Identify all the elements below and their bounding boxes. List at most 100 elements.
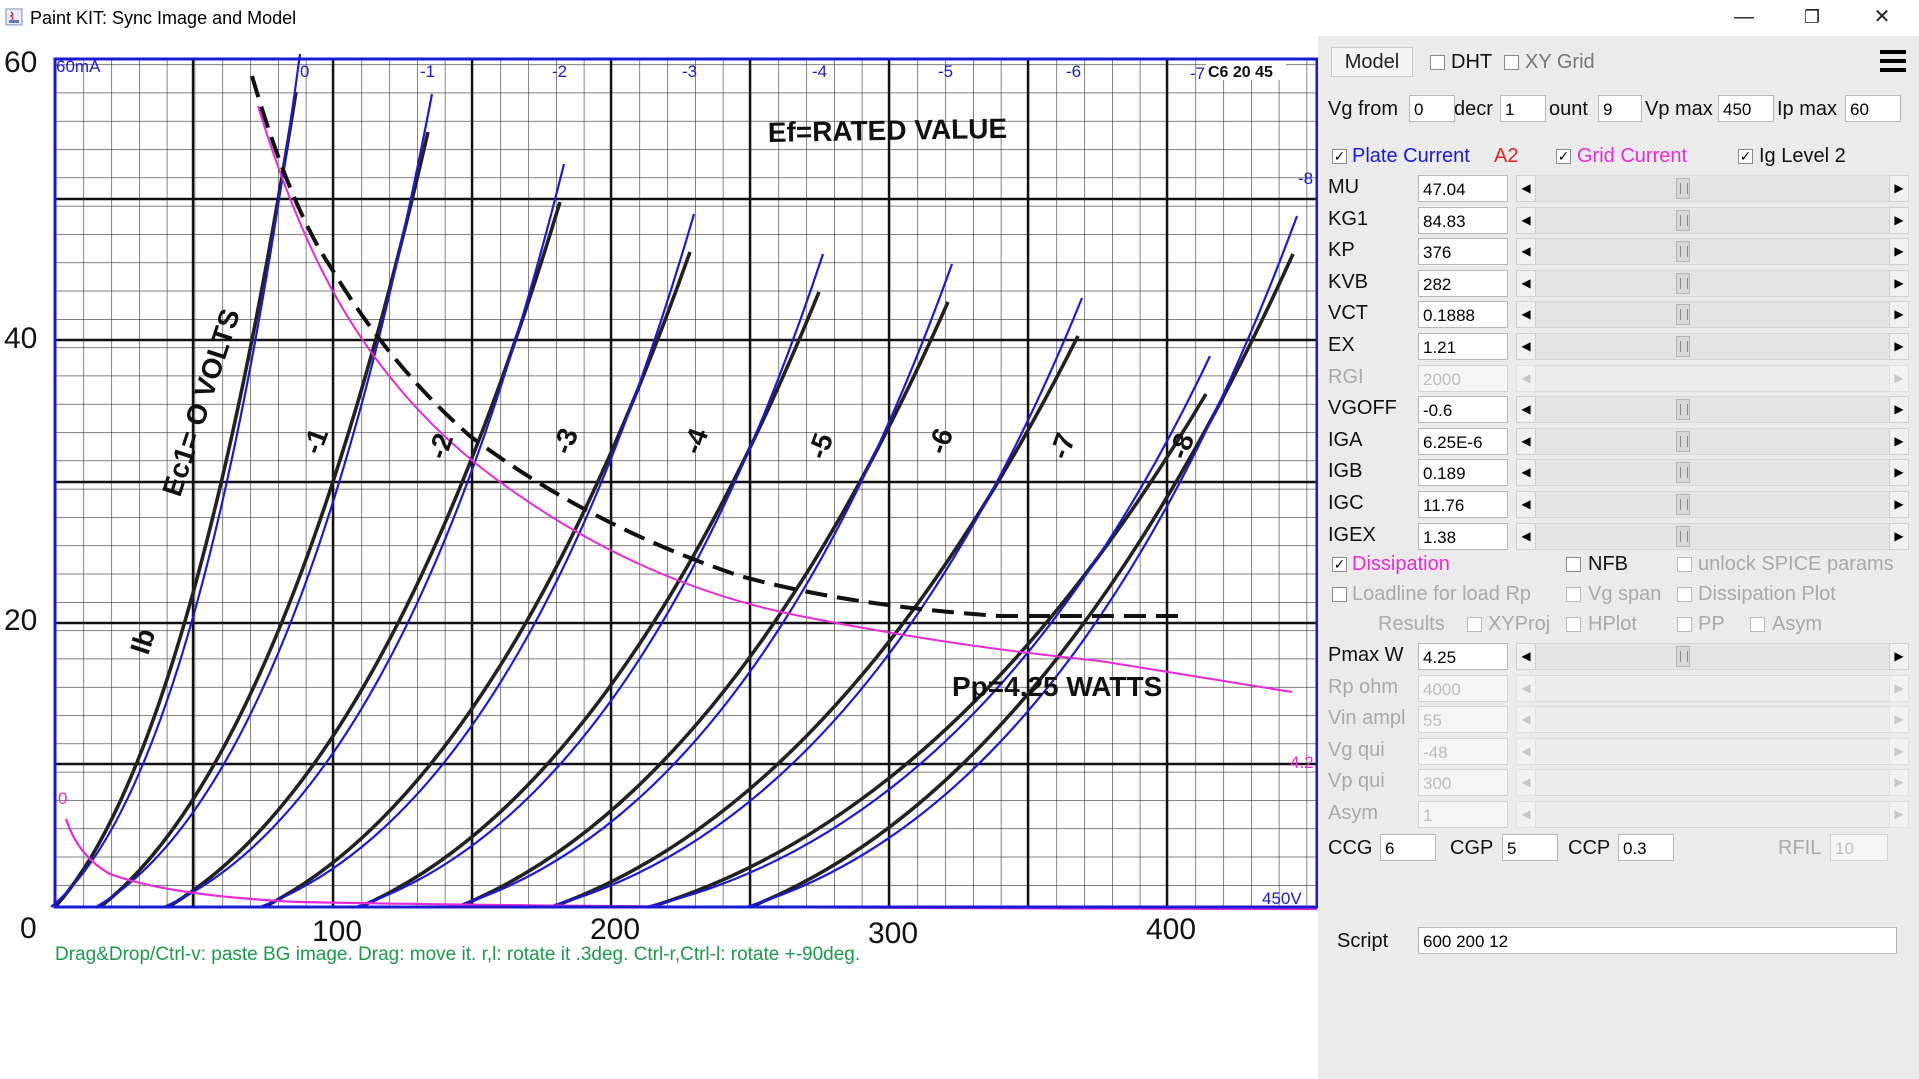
slider-track[interactable] [1536, 301, 1889, 329]
slider-left-arrow-icon[interactable]: ◀ [1516, 364, 1536, 392]
slider-left-arrow-icon[interactable]: ◀ [1516, 333, 1536, 360]
slider-thumb[interactable] [1676, 462, 1690, 484]
vg-span-checkbox[interactable] [1566, 587, 1581, 602]
slider-left-arrow-icon[interactable]: ◀ [1516, 674, 1536, 702]
results-button[interactable]: Results [1378, 613, 1445, 635]
param-ex-field[interactable]: 1.21 [1418, 333, 1508, 360]
param-rgi-field[interactable]: 2000 [1418, 364, 1508, 392]
asym-checkbox[interactable] [1750, 617, 1765, 632]
param-vin-ampl-slider[interactable]: ◀ ▶ [1516, 706, 1909, 734]
param-vp-qui-field[interactable]: 300 [1418, 769, 1508, 797]
count-field[interactable]: 9 [1598, 95, 1642, 122]
ip-max-field[interactable]: 60 [1845, 95, 1901, 122]
ig-level-checkbox[interactable]: ✓ [1738, 148, 1753, 164]
slider-right-arrow-icon[interactable]: ▶ [1889, 175, 1909, 202]
plot-canvas[interactable]: Ef=RATED VALUE Ec1= O VOLTS Ib Pp=4.25 W… [0, 36, 1318, 1079]
param-vg-qui-field[interactable]: -48 [1418, 737, 1508, 765]
ccp-field[interactable]: 0.3 [1618, 834, 1674, 861]
slider-left-arrow-icon[interactable]: ◀ [1516, 643, 1536, 670]
restore-button[interactable]: ❐ [1803, 7, 1821, 27]
slider-track[interactable] [1536, 206, 1889, 234]
vg-from-field[interactable]: 0 [1409, 95, 1455, 122]
slider-thumb[interactable] [1676, 241, 1690, 263]
script-field[interactable]: 600 200 12 [1418, 927, 1897, 954]
slider-left-arrow-icon[interactable]: ◀ [1516, 301, 1536, 329]
param-vg-qui-slider[interactable]: ◀ ▶ [1516, 737, 1909, 765]
slider-thumb[interactable] [1676, 304, 1690, 326]
slider-right-arrow-icon[interactable]: ▶ [1889, 674, 1909, 702]
slider-thumb[interactable] [1676, 336, 1690, 357]
slider-right-arrow-icon[interactable]: ▶ [1889, 706, 1909, 734]
slider-left-arrow-icon[interactable]: ◀ [1516, 269, 1536, 297]
slider-left-arrow-icon[interactable]: ◀ [1516, 206, 1536, 234]
decr-field[interactable]: 1 [1500, 95, 1546, 122]
slider-thumb[interactable] [1676, 399, 1690, 421]
param-vin-ampl-field[interactable]: 55 [1418, 706, 1508, 734]
pp-checkbox[interactable] [1677, 617, 1692, 632]
param-igc-slider[interactable]: ◀ ▶ [1516, 491, 1909, 518]
slider-left-arrow-icon[interactable]: ◀ [1516, 706, 1536, 734]
param-vp-qui-slider[interactable]: ◀ ▶ [1516, 769, 1909, 797]
slider-thumb[interactable] [1676, 525, 1690, 547]
slider-right-arrow-icon[interactable]: ▶ [1889, 459, 1909, 487]
slider-track[interactable] [1536, 364, 1889, 392]
param-asym-field[interactable]: 1 [1418, 801, 1508, 828]
param-kvb-slider[interactable]: ◀ ▶ [1516, 269, 1909, 297]
unlock-spice-checkbox[interactable] [1677, 557, 1692, 572]
slider-right-arrow-icon[interactable]: ▶ [1889, 364, 1909, 392]
param-igex-field[interactable]: 1.38 [1418, 522, 1508, 550]
param-kg1-slider[interactable]: ◀ ▶ [1516, 206, 1909, 234]
param-rp-ohm-slider[interactable]: ◀ ▶ [1516, 674, 1909, 702]
param-rp-ohm-field[interactable]: 4000 [1418, 674, 1508, 702]
slider-left-arrow-icon[interactable]: ◀ [1516, 396, 1536, 424]
param-pmax-w-field[interactable]: 4.25 [1418, 643, 1508, 670]
slider-thumb[interactable] [1676, 178, 1690, 199]
grid-current-checkbox[interactable]: ✓ [1556, 148, 1571, 164]
slider-track[interactable] [1536, 643, 1889, 670]
slider-left-arrow-icon[interactable]: ◀ [1516, 238, 1536, 266]
param-kg1-field[interactable]: 84.83 [1418, 206, 1508, 234]
param-vct-slider[interactable]: ◀ ▶ [1516, 301, 1909, 329]
param-kvb-field[interactable]: 282 [1418, 269, 1508, 297]
param-iga-field[interactable]: 6.25E-6 [1418, 427, 1508, 455]
dissipation-plot-checkbox[interactable] [1677, 587, 1692, 602]
param-rgi-slider[interactable]: ◀ ▶ [1516, 364, 1909, 392]
slider-track[interactable] [1536, 269, 1889, 297]
nfb-checkbox[interactable] [1566, 557, 1581, 572]
close-button[interactable]: ✕ [1873, 6, 1891, 28]
ccg-field[interactable]: 6 [1380, 834, 1436, 861]
xy-grid-checkbox[interactable] [1504, 55, 1519, 70]
param-mu-slider[interactable]: ◀ ▶ [1516, 175, 1909, 202]
param-vct-field[interactable]: 0.1888 [1418, 301, 1508, 329]
slider-track[interactable] [1536, 459, 1889, 487]
plate-current-checkbox[interactable]: ✓ [1332, 148, 1347, 164]
cgp-field[interactable]: 5 [1502, 834, 1558, 861]
xyproj-checkbox[interactable] [1467, 617, 1482, 632]
slider-track[interactable] [1536, 769, 1889, 797]
slider-left-arrow-icon[interactable]: ◀ [1516, 737, 1536, 765]
slider-right-arrow-icon[interactable]: ▶ [1889, 301, 1909, 329]
slider-track[interactable] [1536, 427, 1889, 455]
slider-track[interactable] [1536, 175, 1889, 202]
slider-right-arrow-icon[interactable]: ▶ [1889, 769, 1909, 797]
slider-right-arrow-icon[interactable]: ▶ [1889, 522, 1909, 550]
slider-left-arrow-icon[interactable]: ◀ [1516, 769, 1536, 797]
param-igc-field[interactable]: 11.76 [1418, 491, 1508, 518]
slider-left-arrow-icon[interactable]: ◀ [1516, 175, 1536, 202]
slider-thumb[interactable] [1676, 209, 1690, 231]
param-iga-slider[interactable]: ◀ ▶ [1516, 427, 1909, 455]
param-mu-field[interactable]: 47.04 [1418, 175, 1508, 202]
slider-track[interactable] [1536, 801, 1889, 828]
param-vgoff-field[interactable]: -0.6 [1418, 396, 1508, 424]
param-igb-slider[interactable]: ◀ ▶ [1516, 459, 1909, 487]
param-kp-field[interactable]: 376 [1418, 238, 1508, 266]
param-pmax-w-slider[interactable]: ◀ ▶ [1516, 643, 1909, 670]
slider-left-arrow-icon[interactable]: ◀ [1516, 491, 1536, 518]
plot-area[interactable]: Ef=RATED VALUE Ec1= O VOLTS Ib Pp=4.25 W… [0, 36, 1318, 1079]
param-asym-slider[interactable]: ◀ ▶ [1516, 801, 1909, 828]
slider-track[interactable] [1536, 522, 1889, 550]
slider-track[interactable] [1536, 737, 1889, 765]
slider-track[interactable] [1536, 674, 1889, 702]
slider-right-arrow-icon[interactable]: ▶ [1889, 333, 1909, 360]
slider-left-arrow-icon[interactable]: ◀ [1516, 459, 1536, 487]
